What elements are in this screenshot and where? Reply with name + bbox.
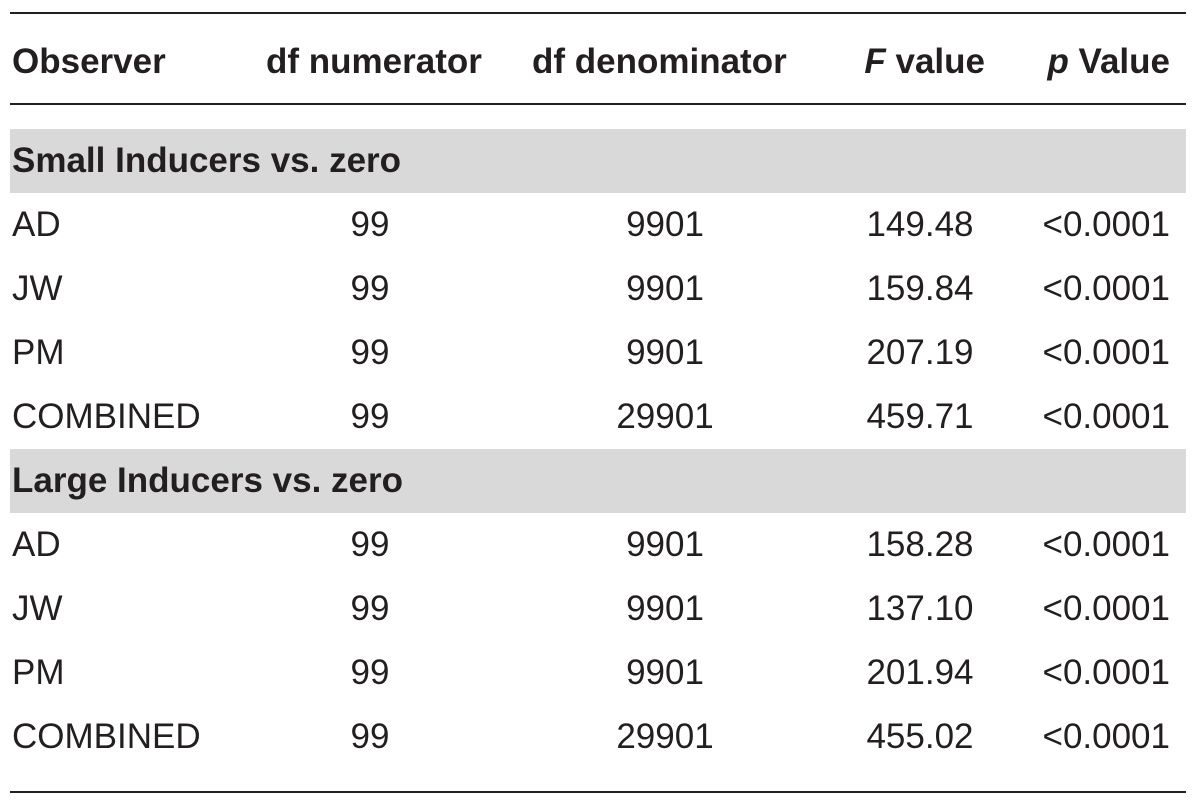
header-f-symbol: F [864,42,886,81]
table-header-row: Observer df numerator df denominator F v… [10,30,1186,94]
section-header-small-inducers: Small Inducers vs. zero [10,129,1186,193]
section-header-large-inducers: Large Inducers vs. zero [10,449,1186,513]
cell-df-numerator: 99 [350,269,390,308]
cell-df-denominator: 29901 [616,717,714,756]
cell-observer: PM [12,333,65,372]
cell-observer: AD [12,205,61,244]
cell-f-value: 207.19 [866,333,974,372]
cell-df-denominator: 9901 [626,205,704,244]
cell-f-value: 201.94 [866,653,974,692]
header-p-value: p Value [1000,30,1170,94]
cell-f-value: 137.10 [866,589,974,628]
cell-df-denominator: 9901 [626,653,704,692]
cell-p-value: <0.0001 [1042,397,1171,436]
cell-df-numerator: 99 [350,717,390,756]
cell-df-denominator: 29901 [616,397,714,436]
header-p-symbol: p [1047,42,1069,81]
cell-p-value: <0.0001 [1042,589,1171,628]
header-observer: Observer [12,42,166,81]
section-title: Small Inducers vs. zero [12,141,402,180]
cell-p-value: <0.0001 [1042,333,1171,372]
cell-f-value: 459.71 [866,397,974,436]
cell-f-value: 455.02 [866,717,974,756]
cell-observer: COMBINED [12,397,201,436]
cell-df-numerator: 99 [350,397,390,436]
header-f-value: F value [850,30,985,94]
table-row: JW 99 9901 137.10 <0.0001 [10,577,1186,641]
cell-observer: JW [12,269,63,308]
table-row: JW 99 9901 159.84 <0.0001 [10,257,1186,321]
table-row: AD 99 9901 149.48 <0.0001 [10,193,1186,257]
cell-df-numerator: 99 [350,589,390,628]
cell-p-value: <0.0001 [1042,205,1171,244]
cell-df-denominator: 9901 [626,525,704,564]
cell-df-numerator: 99 [350,333,390,372]
cell-df-denominator: 9901 [626,589,704,628]
header-p-label: Value [1068,42,1170,81]
cell-p-value: <0.0001 [1042,653,1171,692]
header-f-label: value [885,42,985,81]
cell-f-value: 149.48 [866,205,974,244]
table-row: AD 99 9901 158.28 <0.0001 [10,513,1186,577]
table-row: COMBINED 99 29901 459.71 <0.0001 [10,385,1186,449]
cell-observer: JW [12,589,63,628]
cell-df-denominator: 9901 [626,269,704,308]
cell-observer: AD [12,525,61,564]
top-rule [10,12,1186,14]
cell-df-numerator: 99 [350,653,390,692]
cell-f-value: 158.28 [866,525,974,564]
cell-p-value: <0.0001 [1042,269,1171,308]
table-row: COMBINED 99 29901 455.02 <0.0001 [10,705,1186,769]
cell-df-numerator: 99 [350,525,390,564]
cell-observer: COMBINED [12,717,201,756]
header-df-denominator: df denominator [532,42,787,81]
cell-f-value: 159.84 [866,269,974,308]
section-title: Large Inducers vs. zero [12,461,403,500]
cell-p-value: <0.0001 [1042,525,1171,564]
cell-df-denominator: 9901 [626,333,704,372]
table-row: PM 99 9901 201.94 <0.0001 [10,641,1186,705]
cell-df-numerator: 99 [350,205,390,244]
cell-observer: PM [12,653,65,692]
table-row: PM 99 9901 207.19 <0.0001 [10,321,1186,385]
bottom-rule [10,791,1186,793]
cell-p-value: <0.0001 [1042,717,1171,756]
header-rule [10,103,1186,105]
header-df-numerator: df numerator [266,42,482,81]
